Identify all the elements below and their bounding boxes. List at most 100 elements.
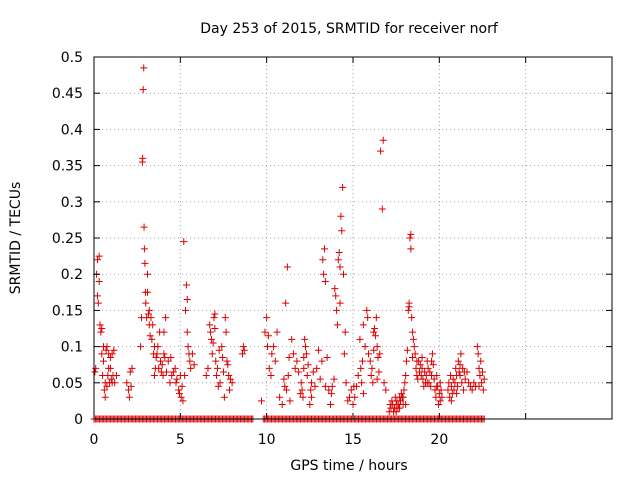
y-tick-label: 0 [74,412,83,428]
data-point [461,375,469,383]
data-point [319,256,327,264]
data-point [264,343,272,351]
data-point [283,263,291,271]
data-point [349,401,357,409]
data-point [285,353,293,361]
data-point [216,379,224,387]
data-point [316,375,324,383]
data-point [382,386,390,394]
data-point [207,335,215,343]
data-point [361,343,369,351]
data-point [409,335,417,343]
data-point [224,361,232,369]
data-point [298,386,306,394]
data-point [211,325,219,332]
data-point [139,86,147,94]
y-tick-label: 0.1 [61,340,83,356]
data-point [340,270,348,278]
data-point [333,321,341,329]
data-point [358,379,366,387]
data-point [480,375,488,383]
data-point [302,350,310,358]
data-point [95,252,103,260]
data-point [281,382,289,390]
data-point [447,372,455,380]
data-point [94,299,102,307]
data-point [347,386,355,394]
data-point [208,350,216,358]
data-point [453,390,461,398]
data-point [447,397,455,405]
data-point [354,372,362,380]
data-point [376,350,384,358]
data-point [100,386,108,394]
data-point [320,270,328,278]
data-point [405,299,413,307]
data-point [370,328,378,336]
data-point [308,379,316,387]
data-point [91,368,99,376]
data-point [409,353,417,361]
data-point [144,310,152,318]
data-point [238,350,246,358]
data-point [369,379,377,387]
data-point [404,306,412,314]
data-point [267,372,275,380]
data-point [434,401,442,409]
data-point [330,375,338,383]
data-point [313,364,321,372]
data-point [183,328,191,336]
data-point [206,321,214,329]
data-point [399,393,407,401]
data-point [99,357,107,365]
data-point [370,346,378,354]
data-point [426,368,434,376]
y-tick-labels: 0 0.05 0.1 0.15 0.2 0.25 0.3 0.35 0.4 0.45 0.5 [52,50,83,428]
data-point [406,234,414,242]
data-point [141,259,149,267]
y-tick-label: 0.5 [61,50,83,66]
data-point [286,397,294,405]
data-point [444,386,452,394]
data-point [144,288,152,296]
data-point [93,256,101,264]
data-point [419,375,427,383]
data-point [139,154,147,162]
data-point [408,314,416,322]
data-point [182,306,190,314]
data-point [160,350,168,358]
data-point [432,393,440,401]
data-point [302,343,310,351]
data-point [268,350,276,358]
data-point [306,401,314,409]
data-point [341,328,349,336]
data-point [429,361,437,369]
data-point [96,321,104,329]
data-point [107,375,115,383]
data-point [325,386,333,394]
data-point [358,357,366,365]
data-point [327,390,335,398]
data-point [468,386,476,394]
data-point [372,314,380,322]
data-point [190,361,198,369]
data-point [433,372,441,380]
data-point [270,343,278,351]
data-point [98,325,106,332]
data-point [172,379,180,387]
data-point [159,372,167,380]
data-point [204,364,212,372]
data-point [338,227,346,235]
data-point [112,372,120,380]
data-point [188,350,196,358]
data-point [479,368,486,376]
data-point [265,364,273,372]
data-point [145,306,153,314]
data-point [221,314,229,322]
data-point [410,343,418,351]
data-point [334,256,342,264]
data-point [210,314,218,322]
data-point [409,328,417,336]
data-point [158,361,166,369]
data-point [413,357,421,365]
